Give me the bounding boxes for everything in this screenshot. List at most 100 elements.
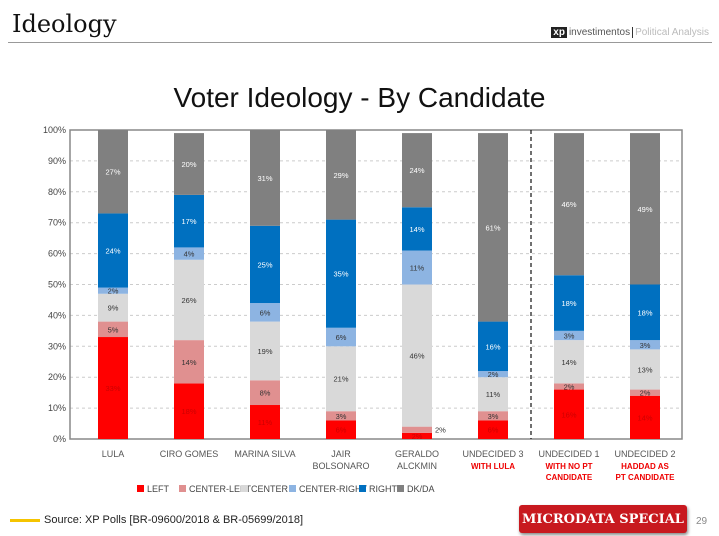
category-label: BOLSONARO xyxy=(312,461,369,471)
source-text: Source: XP Polls [BR-09600/2018 & BR-056… xyxy=(44,514,304,526)
y-tick-label: 100% xyxy=(43,125,66,135)
legend-swatch xyxy=(179,485,186,492)
legend-swatch xyxy=(359,485,366,492)
logo-xp: xp xyxy=(551,27,567,38)
bar-segment-right xyxy=(98,213,128,288)
category-label: UNDECIDED 2 xyxy=(614,449,675,459)
data-label: 13% xyxy=(637,365,652,374)
data-label: 11% xyxy=(410,264,425,273)
legend-label: CENTER-LEFT xyxy=(189,484,252,494)
bar-segment-left xyxy=(554,389,584,439)
data-label: 33% xyxy=(105,384,120,393)
data-label: 26% xyxy=(181,296,196,305)
bar-segment-center xyxy=(326,346,356,412)
data-label: 8% xyxy=(260,389,271,398)
data-label: 14% xyxy=(181,358,196,367)
bar-segment-left xyxy=(326,420,356,439)
bar-segment-center-right xyxy=(250,303,280,322)
bar-segment-dk-da xyxy=(250,130,280,226)
data-label: 6% xyxy=(336,426,347,435)
data-label: 6% xyxy=(336,333,347,342)
bar-segment-dk-da xyxy=(554,133,584,276)
data-label: 46% xyxy=(561,200,576,209)
data-label: 46% xyxy=(409,352,424,361)
category-label: UNDECIDED 3 xyxy=(462,449,523,459)
data-label: 4% xyxy=(184,250,195,259)
y-tick-label: 30% xyxy=(48,341,66,351)
source-note: Source: XP Polls [BR-09600/2018 & BR-056… xyxy=(10,514,303,526)
bar-segment-center-left xyxy=(326,411,356,421)
legend-label: DK/DA xyxy=(407,484,435,494)
data-label: 49% xyxy=(637,205,652,214)
data-label: 18% xyxy=(561,299,576,308)
bar-segment-left xyxy=(98,337,128,439)
data-label: 2% xyxy=(564,382,575,391)
bar-segment-center-left xyxy=(554,383,584,390)
bar-segment-right xyxy=(402,207,432,251)
bar-segment-center-right xyxy=(630,340,660,350)
category-sublabel: PT CANDIDATE xyxy=(616,473,676,482)
data-label: 11% xyxy=(258,418,273,427)
data-label: 2% xyxy=(488,370,499,379)
bar-segment-left xyxy=(478,420,508,439)
bar-segment-center-left xyxy=(630,389,660,396)
bar-segment-center xyxy=(250,321,280,381)
bar-segment-left xyxy=(402,432,432,439)
legend-swatch xyxy=(137,485,144,492)
bar-segment-center-left xyxy=(98,321,128,338)
category-label: ALCKMIN xyxy=(397,461,437,471)
bar-segment-dk-da xyxy=(174,133,204,195)
data-label: 20% xyxy=(181,160,196,169)
data-label: 61% xyxy=(485,223,500,232)
data-label: 11% xyxy=(486,390,501,399)
data-label: 6% xyxy=(260,308,271,317)
data-label: 31% xyxy=(257,174,272,183)
data-label: 2% xyxy=(108,287,119,296)
legend-label: CENTER xyxy=(251,484,289,494)
data-label: 19% xyxy=(257,347,272,356)
page-title: Ideology xyxy=(12,10,117,38)
bar-segment-dk-da xyxy=(326,130,356,220)
bar-segment-center xyxy=(402,284,432,427)
y-tick-label: 60% xyxy=(48,249,66,259)
data-label: 14% xyxy=(409,225,424,234)
data-label: 3% xyxy=(488,412,499,421)
bar-segment-center-left xyxy=(250,380,280,406)
category-sublabel: HADDAD AS xyxy=(621,462,669,471)
data-label: 29% xyxy=(333,171,348,180)
chart-title: Voter Ideology - By Candidate xyxy=(173,82,546,113)
data-label: 25% xyxy=(257,260,272,269)
legend-swatch xyxy=(397,485,404,492)
data-label: 16% xyxy=(561,410,576,419)
xp-logo: xp investimentos Political Analysis xyxy=(551,27,709,38)
legend-label: RIGHT xyxy=(369,484,398,494)
y-tick-label: 50% xyxy=(48,280,66,290)
source-accent xyxy=(10,518,40,522)
microdata-special-badge: MICRODATA SPECIAL xyxy=(519,505,687,533)
data-label: 14% xyxy=(561,358,576,367)
legend-swatch xyxy=(289,485,296,492)
data-label: 2% xyxy=(412,432,423,441)
data-label: 24% xyxy=(409,166,424,175)
legend-label: LEFT xyxy=(147,484,170,494)
bar-segment-dk-da xyxy=(402,133,432,208)
y-tick-label: 10% xyxy=(48,403,66,413)
data-label: 5% xyxy=(108,325,119,334)
bar-segment-center-right xyxy=(554,330,584,341)
data-label: 24% xyxy=(105,247,120,256)
category-label: LULA xyxy=(102,449,125,459)
y-tick-label: 20% xyxy=(48,372,66,382)
bar-segment-right xyxy=(478,321,508,372)
page-number: 29 xyxy=(696,516,708,527)
y-tick-label: 80% xyxy=(48,187,66,197)
y-tick-label: 90% xyxy=(48,156,66,166)
category-sublabel: WITH NO PT xyxy=(545,462,592,471)
data-label: 17% xyxy=(181,217,196,226)
category-sublabel: WITH LULA xyxy=(471,462,515,471)
legend-swatch xyxy=(241,485,248,492)
bar-segment-dk-da xyxy=(98,130,128,214)
bar-segment-left xyxy=(630,395,660,439)
data-label: 3% xyxy=(336,412,347,421)
logo-section: Political Analysis xyxy=(632,27,709,38)
